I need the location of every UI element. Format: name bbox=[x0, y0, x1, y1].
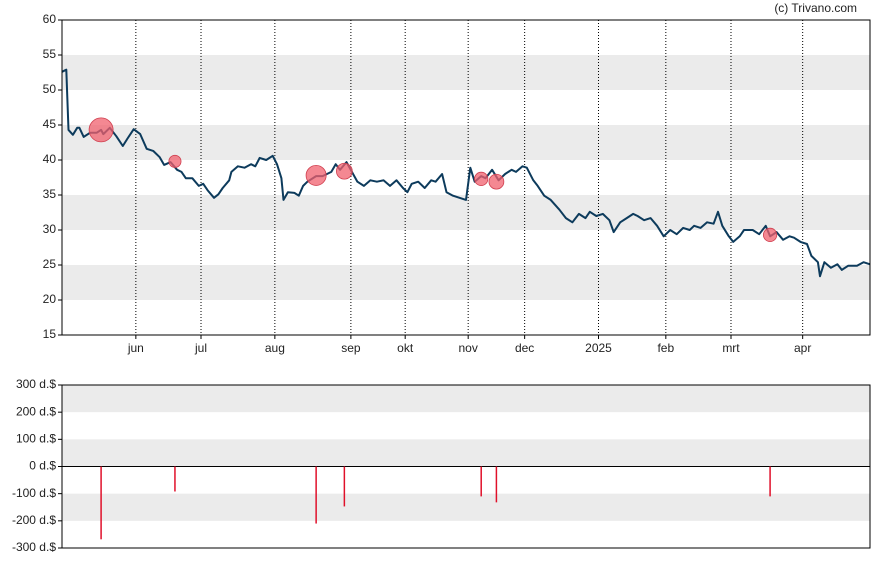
y-tick-label: 20 bbox=[43, 292, 57, 306]
source-credit: (c) Trivano.com bbox=[774, 1, 857, 15]
grid-band bbox=[62, 385, 870, 413]
y-tick-label: 0 d.$ bbox=[29, 459, 56, 473]
grid-band bbox=[62, 493, 870, 521]
grid-band bbox=[62, 265, 870, 300]
grid-band bbox=[62, 125, 870, 160]
x-tick-label: mrt bbox=[722, 341, 740, 355]
trade-bubble bbox=[336, 162, 353, 180]
x-tick-label: aug bbox=[265, 341, 285, 355]
y-tick-label: -200 d.$ bbox=[12, 513, 56, 527]
x-tick-label: nov bbox=[458, 341, 477, 355]
x-tick-label: sep bbox=[341, 341, 361, 355]
plot-border bbox=[61, 19, 871, 336]
y-tick-label: 45 bbox=[43, 117, 57, 131]
trade-bubble bbox=[762, 227, 778, 242]
y-tick-label: 60 bbox=[43, 12, 57, 26]
y-tick-label: 15 bbox=[43, 327, 57, 341]
grid-band bbox=[62, 55, 870, 90]
y-tick-label: -100 d.$ bbox=[12, 486, 56, 500]
y-tick-label: -300 d.$ bbox=[12, 540, 56, 554]
trade-bubble bbox=[488, 173, 505, 190]
y-tick-label: 30 bbox=[43, 222, 57, 236]
x-tick-label: apr bbox=[794, 341, 811, 355]
y-tick-label: 300 d.$ bbox=[16, 377, 56, 391]
trade-bubble bbox=[168, 154, 182, 168]
trade-bubble bbox=[88, 117, 114, 143]
plot-border bbox=[61, 384, 871, 549]
trade-bubble bbox=[305, 164, 327, 186]
y-tick-label: 35 bbox=[43, 187, 57, 201]
y-tick-label: 25 bbox=[43, 257, 57, 271]
x-tick-label: dec bbox=[515, 341, 534, 355]
price-line bbox=[61, 68, 871, 278]
x-tick-label: jun bbox=[127, 341, 144, 355]
grid-band bbox=[62, 439, 870, 467]
trade-bubble bbox=[474, 171, 489, 186]
y-tick-label: 100 d.$ bbox=[16, 432, 56, 446]
y-tick-label: 40 bbox=[43, 152, 57, 166]
x-tick-label: feb bbox=[657, 341, 674, 355]
y-tick-label: 200 d.$ bbox=[16, 404, 56, 418]
x-tick-label: 2025 bbox=[585, 341, 612, 355]
x-tick-label: jul bbox=[194, 341, 207, 355]
y-tick-label: 50 bbox=[43, 82, 57, 96]
x-tick-label: okt bbox=[397, 341, 414, 355]
y-tick-label: 55 bbox=[43, 47, 57, 61]
